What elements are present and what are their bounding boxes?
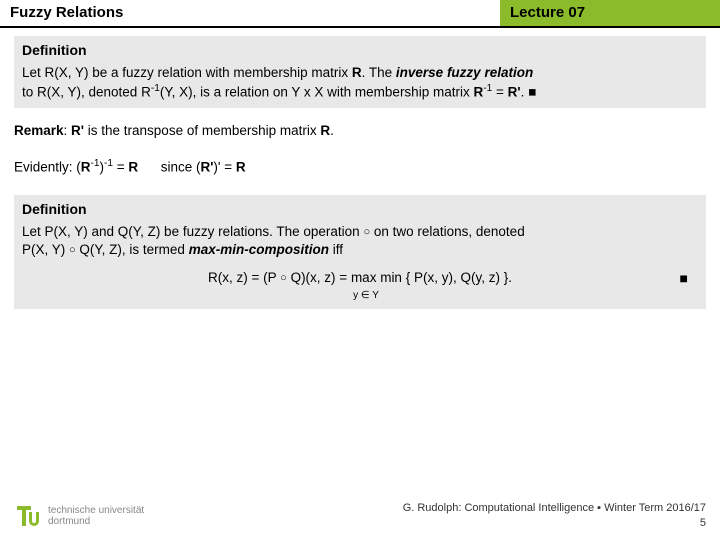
lecture-label: Lecture 07	[500, 0, 720, 26]
t: =	[492, 85, 507, 100]
slide-header: Fuzzy Relations Lecture 07	[0, 0, 720, 28]
definition-title-2: Definition	[22, 201, 698, 217]
t: P(X, Y)	[22, 242, 69, 257]
t: R'	[71, 123, 84, 138]
t: max-min-composition	[189, 242, 329, 257]
t: Evidently: (	[14, 160, 81, 175]
t: Let P(X, Y) and Q(Y, Z) be fuzzy relatio…	[22, 224, 363, 239]
t: :	[64, 123, 72, 138]
university-name: technische universität dortmund	[48, 505, 144, 527]
t: to R(X, Y), denoted R	[22, 85, 151, 100]
definition-box-1: Definition Let R(X, Y) be a fuzzy relati…	[14, 36, 706, 108]
t: iff	[329, 242, 343, 257]
compose-icon: ○	[69, 244, 76, 256]
compose-icon: ○	[280, 272, 287, 284]
definition-box-2: Definition Let P(X, Y) and Q(Y, Z) be fu…	[14, 195, 706, 309]
t: on two relations, denoted	[370, 224, 525, 239]
t: )' =	[213, 160, 235, 175]
t: R	[320, 123, 330, 138]
t: since (	[157, 160, 201, 175]
t: Remark	[14, 123, 64, 138]
t: R	[128, 160, 138, 175]
topic-title: Fuzzy Relations	[0, 0, 500, 26]
t: =	[113, 160, 128, 175]
t: Q)(x, z) = max min { P(x, y), Q(y, z) }.	[287, 270, 512, 285]
tu-logo-icon	[14, 502, 42, 530]
t: R	[236, 160, 246, 175]
t: R'	[200, 160, 213, 175]
footer-right: G. Rudolph: Computational Intelligence ▪…	[403, 501, 706, 530]
t: is the transpose of membership matrix	[84, 123, 320, 138]
t: R(x, z) = (P	[208, 270, 280, 285]
page-number: 5	[700, 517, 706, 529]
definition-title-1: Definition	[22, 42, 698, 58]
qed-marker: . ■	[521, 85, 537, 100]
t: R'	[508, 85, 521, 100]
formula: R(x, z) = (P ○ Q)(x, z) = max min { P(x,…	[22, 269, 698, 287]
t: R	[473, 85, 483, 100]
remark-line: Remark: R' is the transpose of membershi…	[14, 122, 706, 140]
qed-marker: ■	[680, 269, 688, 288]
t: Q(Y, Z), is termed	[76, 242, 189, 257]
t: Let R(X, Y) be a fuzzy relation with mem…	[22, 65, 352, 80]
t: dortmund	[48, 516, 90, 527]
t: R	[81, 160, 91, 175]
evident-line: Evidently: (R-1)-1 = R since (R')' = R	[14, 158, 706, 175]
t: . The	[362, 65, 396, 80]
t: inverse fuzzy relation	[396, 65, 533, 80]
definition-body-1: Let R(X, Y) be a fuzzy relation with mem…	[22, 64, 698, 102]
t: R	[352, 65, 362, 80]
t: G. Rudolph: Computational Intelligence ▪…	[403, 502, 706, 514]
university-logo: technische universität dortmund	[14, 502, 144, 530]
formula-sub: y ∈ Y	[22, 289, 698, 303]
slide-content: Definition Let R(X, Y) be a fuzzy relati…	[0, 28, 720, 309]
t: (Y, X), is a relation on Y x X with memb…	[160, 85, 474, 100]
t: .	[330, 123, 334, 138]
definition-body-2: Let P(X, Y) and Q(Y, Z) be fuzzy relatio…	[22, 223, 698, 303]
slide-footer: technische universität dortmund G. Rudol…	[14, 501, 706, 530]
t: technische universität	[48, 505, 144, 516]
